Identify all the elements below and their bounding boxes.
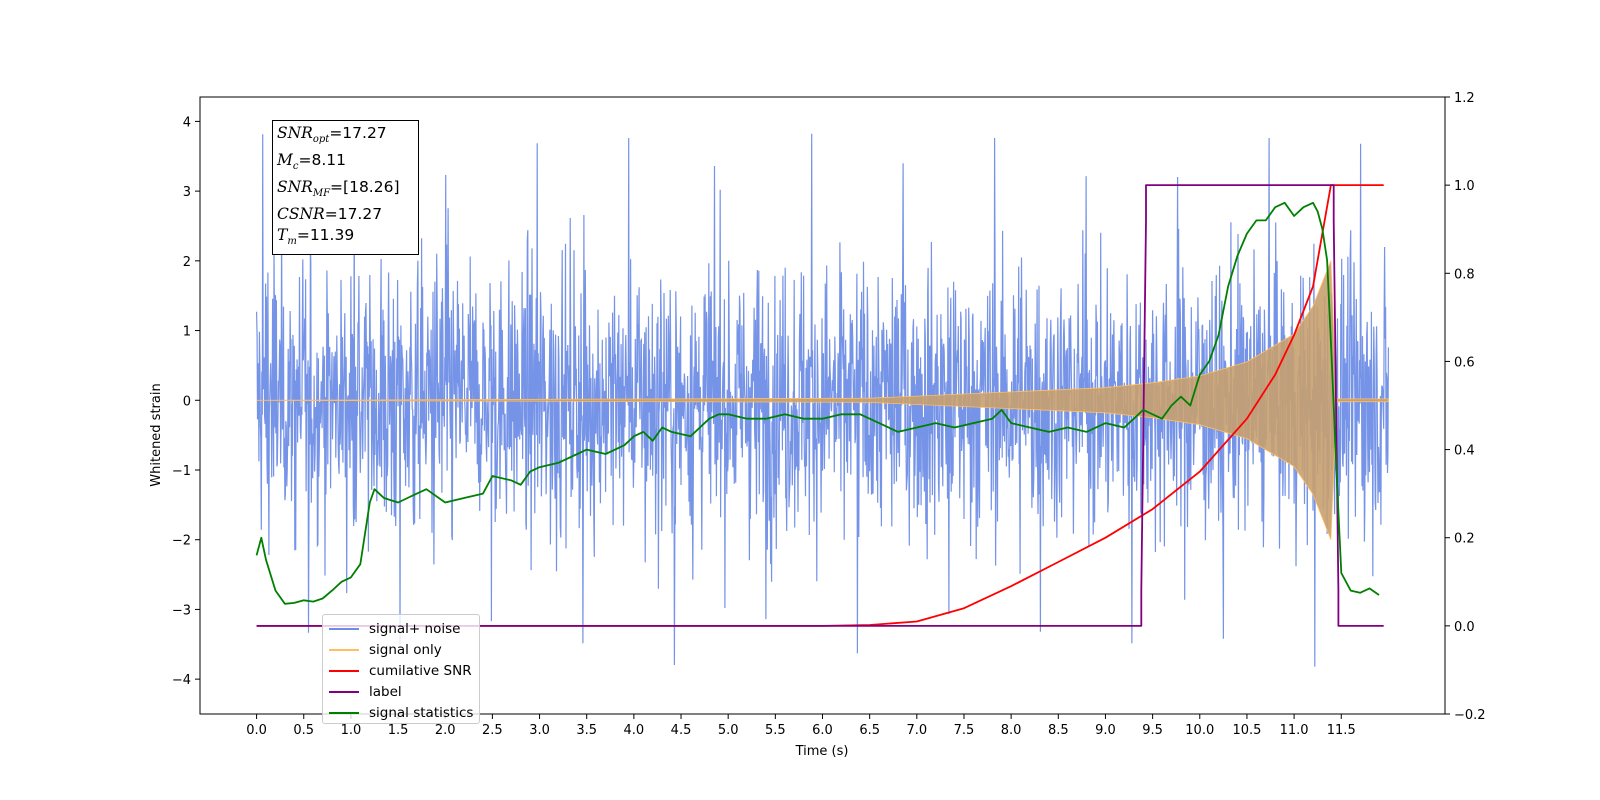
- y-axis-label: Whitened strain: [149, 383, 164, 486]
- legend-swatch: [329, 670, 359, 672]
- x-tick-label: 11.0: [1280, 723, 1309, 738]
- y-tick-label: 4: [183, 115, 191, 130]
- y2-tick-label: 0.8: [1454, 267, 1475, 282]
- x-axis-label: Time (s): [795, 744, 849, 759]
- legend: signal+ noise signal only cumilative SNR la…: [322, 614, 480, 724]
- legend-entry: cumilative SNR: [329, 661, 472, 681]
- series-signal-only: [256, 260, 1389, 540]
- y-tick-label: 0: [183, 394, 191, 409]
- y-tick-label: −2: [172, 534, 191, 549]
- legend-swatch: [329, 649, 359, 651]
- x-tick-label: 9.5: [1142, 723, 1163, 738]
- series-label: [256, 184, 1384, 627]
- x-tick-label: 3.5: [576, 723, 597, 738]
- x-tick-label: 6.5: [859, 723, 880, 738]
- legend-label: signal statistics: [369, 705, 474, 721]
- legend-entry: signal statistics: [329, 703, 473, 723]
- snr-annotation-box: SNRopt=17.27 Mc=8.11 SNRMF=[18.26] CSNR=17.…: [272, 120, 419, 256]
- x-tick-label: 5.0: [718, 723, 739, 738]
- y2-tick-label: 0.4: [1454, 444, 1475, 459]
- legend-entry: signal only: [329, 640, 442, 660]
- y2-tick-label: −0.2: [1454, 708, 1486, 723]
- series-signal-noise: [256, 133, 1389, 667]
- x-tick-label: 11.5: [1327, 723, 1356, 738]
- x-tick-label: 10.5: [1232, 723, 1261, 738]
- y2-tick-label: 1.2: [1454, 91, 1475, 106]
- y-tick-label: 1: [183, 325, 191, 340]
- x-tick-label: 0.5: [293, 723, 314, 738]
- x-tick-label: 10.0: [1185, 723, 1214, 738]
- x-tick-label: 4.0: [624, 723, 645, 738]
- legend-swatch: [329, 691, 359, 693]
- x-tick-label: 8.0: [1001, 723, 1022, 738]
- y2-tick-label: 0.2: [1454, 532, 1475, 547]
- legend-entry: label: [329, 682, 402, 702]
- series-signal-statistics: [255, 201, 1380, 605]
- x-tick-label: 4.5: [671, 723, 692, 738]
- annotation-line: SNRMF=[18.26]: [277, 178, 400, 200]
- x-tick-label: 0.0: [246, 723, 267, 738]
- y-tick-label: −3: [172, 603, 191, 618]
- x-tick-label: 9.0: [1095, 723, 1116, 738]
- legend-label: cumilative SNR: [369, 663, 472, 679]
- x-tick-label: 2.5: [482, 723, 503, 738]
- legend-label: label: [369, 684, 402, 700]
- legend-entry: signal+ noise: [329, 619, 460, 639]
- legend-swatch: [329, 628, 359, 630]
- y2-tick-label: 0.0: [1454, 620, 1475, 635]
- legend-swatch: [329, 712, 359, 714]
- series-cumulative-snr: [256, 184, 1384, 627]
- x-tick-label: 7.0: [906, 723, 927, 738]
- x-tick-label: 2.0: [435, 723, 456, 738]
- x-tick-label: 5.5: [765, 723, 786, 738]
- y-tick-label: 2: [183, 255, 191, 270]
- x-tick-label: 6.0: [812, 723, 833, 738]
- annotation-line: CSNR=17.27: [277, 205, 383, 224]
- y2-tick-label: 0.6: [1454, 355, 1475, 370]
- y2-tick-label: 1.0: [1454, 179, 1475, 194]
- y-tick-label: −4: [172, 673, 191, 688]
- x-tick-label: 1.0: [341, 723, 362, 738]
- x-tick-label: 3.0: [529, 723, 550, 738]
- annotation-line: Tm=11.39: [277, 226, 355, 248]
- y-tick-label: 3: [183, 185, 191, 200]
- annotation-line: Mc=8.11: [277, 151, 346, 173]
- x-tick-label: 1.5: [388, 723, 409, 738]
- x-tick-label: 7.5: [954, 723, 975, 738]
- legend-label: signal only: [369, 642, 442, 658]
- legend-label: signal+ noise: [369, 621, 461, 637]
- annotation-line: SNRopt=17.27: [277, 124, 387, 146]
- y-tick-label: −1: [172, 464, 191, 479]
- x-tick-label: 8.5: [1048, 723, 1069, 738]
